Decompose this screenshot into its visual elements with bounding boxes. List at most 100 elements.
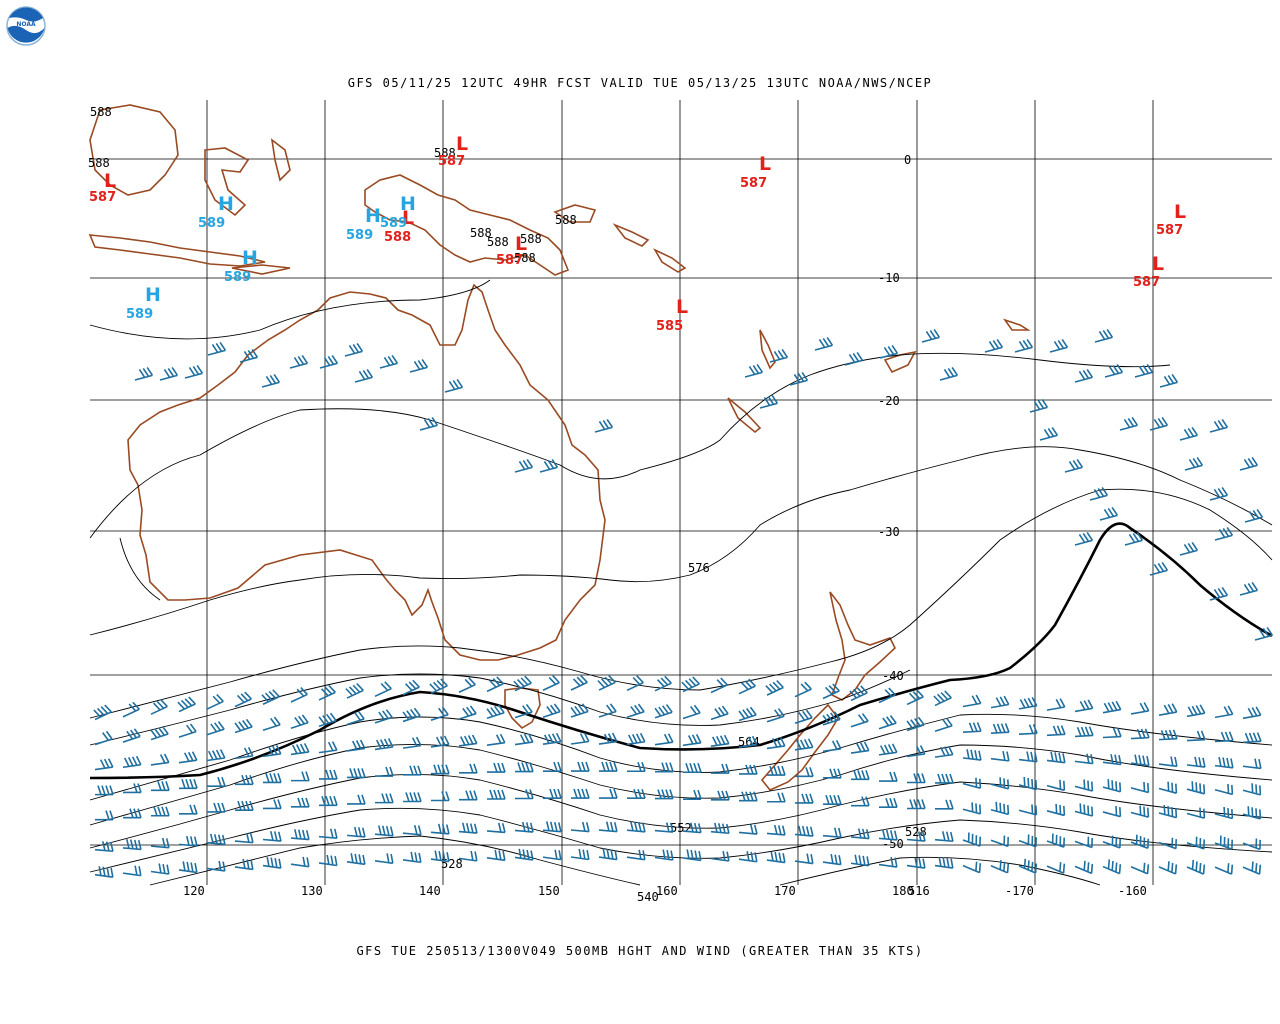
wind-barb [419, 416, 439, 431]
coast-halmahera [270, 138, 291, 182]
wind-barb [515, 762, 534, 773]
wind-barb [738, 706, 757, 722]
low-centers: L 587 L 587 L 587 L 588 L 587 L 585 L 58… [89, 133, 1186, 334]
wind-barb [766, 851, 786, 864]
wind-barb [962, 861, 982, 874]
wind-barb [710, 677, 728, 694]
wind-barb [402, 824, 422, 836]
low-marker: L [759, 153, 771, 175]
wind-barb [794, 681, 812, 698]
height-label: 588 [487, 235, 509, 249]
wind-barb [122, 755, 142, 769]
wind-barb [851, 796, 870, 807]
wind-barb [94, 841, 114, 853]
wind-barb [759, 394, 779, 409]
wind-barb [1254, 626, 1274, 641]
lon-label: 160 [656, 884, 678, 898]
low-value: 587 [438, 154, 465, 169]
wind-barb [597, 674, 616, 691]
lon-label: 140 [419, 884, 441, 898]
wind-barb [1214, 783, 1234, 796]
wind-barb [907, 773, 926, 784]
wind-barb [766, 737, 786, 750]
wind-barb [291, 771, 310, 782]
coast-solomons-1 [612, 223, 650, 247]
wind-barb [822, 711, 841, 726]
high-value: 589 [198, 216, 225, 231]
wind-barb [539, 458, 559, 473]
low-marker: L [1152, 253, 1164, 275]
wind-barb [514, 703, 533, 719]
wind-barb [1130, 805, 1150, 818]
wind-barb [1018, 697, 1038, 710]
wind-barb [878, 715, 897, 730]
wind-barb [122, 839, 142, 851]
wind-barb [122, 865, 142, 877]
wind-barb [234, 858, 254, 871]
high-value: 589 [224, 270, 251, 285]
wind-barb [906, 689, 924, 706]
wind-barb [626, 675, 644, 692]
contour-label: 516 [908, 884, 930, 898]
height-label: 588 [90, 105, 112, 119]
wind-barb [379, 354, 399, 369]
wind-barb [570, 821, 590, 833]
wind-barb [1046, 779, 1066, 792]
wind-barb [990, 860, 1010, 874]
wind-barb [1074, 753, 1094, 765]
wind-barb [738, 851, 758, 863]
wind-barb [429, 678, 448, 695]
wind-barb [1242, 706, 1262, 720]
wind-barb [94, 730, 113, 746]
wind-barb [207, 802, 226, 813]
wind-barb [1014, 338, 1034, 353]
wind-barb [1074, 531, 1094, 546]
wind-barb [459, 790, 478, 801]
wind-barbs [93, 328, 1274, 879]
wind-barb [184, 364, 204, 379]
wind-barb [374, 825, 394, 837]
wind-barb [654, 822, 674, 833]
low-value: 587 [1133, 275, 1160, 290]
wind-barb [906, 857, 926, 869]
wind-barb [347, 794, 366, 805]
lon-label: -160 [1118, 884, 1147, 898]
wind-barb [1102, 859, 1122, 875]
wind-barb [151, 781, 170, 792]
wind-barb [1186, 836, 1205, 850]
wind-barb [1130, 834, 1149, 850]
wind-barb [1029, 398, 1049, 413]
wind-barb [345, 682, 364, 699]
wind-barb [1046, 833, 1065, 848]
wind-barb [814, 336, 834, 351]
wind-barb [962, 694, 982, 708]
wind-barb [939, 366, 959, 381]
wind-barb [1064, 458, 1084, 473]
wind-barb [850, 828, 870, 840]
wind-barb [239, 348, 259, 363]
low-value: 587 [89, 190, 116, 205]
wind-barb [542, 675, 560, 691]
wind-barb [794, 709, 813, 725]
chart-footer: GFS TUE 250513/1300V049 500MB HGHT AND W… [356, 944, 924, 958]
high-marker: H [400, 193, 416, 215]
wind-barb [458, 677, 476, 693]
wind-barb [626, 703, 645, 719]
wind-barb [207, 776, 226, 788]
wind-barb [289, 354, 309, 369]
wind-barb [263, 773, 282, 784]
wind-barb [403, 765, 422, 776]
wind-barb [290, 743, 310, 756]
wind-barb [1046, 862, 1066, 874]
wind-barb [1186, 756, 1206, 768]
wind-barb [822, 739, 842, 753]
wind-barb [94, 758, 114, 771]
wind-barb [1242, 806, 1262, 820]
wind-barb [1039, 426, 1059, 441]
wind-barb [515, 789, 534, 800]
wind-barb [626, 849, 646, 861]
wind-barb [1018, 804, 1038, 816]
wind-barb [822, 854, 842, 866]
coast-vanuatu [759, 329, 776, 370]
wind-barb [934, 831, 954, 843]
